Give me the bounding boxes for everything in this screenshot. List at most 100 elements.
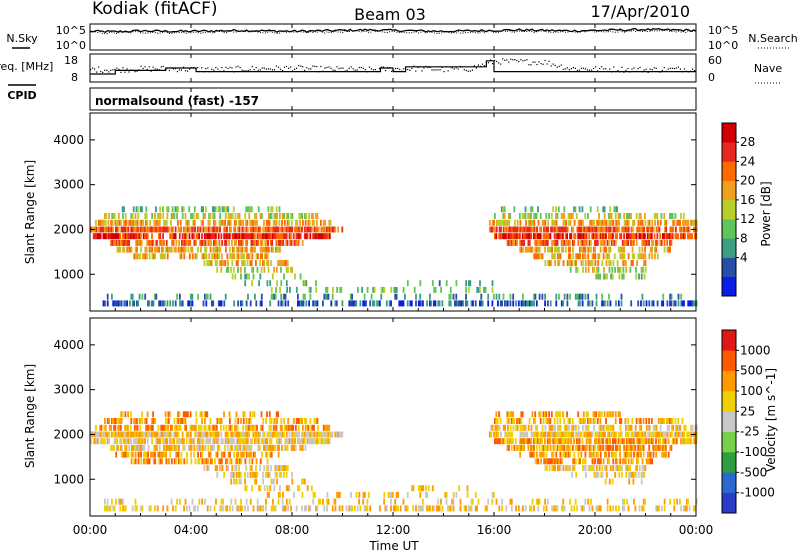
range-cell [272,498,274,505]
range-cell [244,478,246,485]
range-cell [596,266,598,273]
nave-point [227,67,229,70]
range-cell [523,226,526,233]
range-cell [111,293,113,300]
range-cell [141,418,144,424]
range-cell [520,418,523,424]
range-cell [149,239,151,246]
nave-point [118,68,120,71]
range-cell [117,431,120,438]
nave-point [550,65,552,67]
range-cell [573,260,576,267]
range-cell [277,226,280,233]
nave-point [524,59,526,61]
range-cell [208,253,211,260]
range-cell [230,471,232,478]
range-cell [645,458,648,465]
range-cell [131,505,134,512]
range-cell [538,233,541,240]
range-cell [296,438,299,445]
range-cell [233,239,236,246]
range-cell [604,226,606,233]
range-cell [244,239,247,246]
range-cell [147,300,149,307]
range-cell [550,260,552,267]
range-cell [209,233,212,240]
range-cell [165,444,168,451]
range-cell [646,233,649,240]
range-cell [497,219,500,226]
range-cell [212,246,215,253]
range-cell [214,465,217,472]
range-cell [498,219,501,226]
range-cell [538,411,541,418]
range-cell [106,498,109,505]
range-cell [575,471,578,478]
range-cell [206,226,209,233]
range-cell [129,246,131,253]
range-cell [633,253,636,260]
nave-point [483,65,486,67]
range-cell [677,418,680,424]
range-cell [249,471,252,478]
nave-point [114,68,116,70]
range-cell [577,253,580,260]
range-cell [293,444,296,451]
range-cell [138,451,141,458]
range-cell [588,505,591,512]
range-cell [590,498,592,505]
range-cell [233,226,235,233]
range-cell [659,444,662,451]
range-cell [173,418,176,424]
range-cell [222,505,224,512]
range-cell [497,424,500,431]
range-cell [259,485,262,492]
nave-point [304,69,306,71]
range-cell [623,233,625,240]
range-cell [548,411,550,418]
range-cell [372,286,375,293]
range-cell [562,444,564,451]
range-cell [103,219,106,226]
range-cell [582,219,584,226]
range-cell [562,411,564,418]
noise-series-0 [89,27,697,34]
nave-point [386,67,389,69]
range-cell [117,239,119,246]
time-axis: 00:00 04:00 08:00 12:00 16:00 20:00 00:00 [73,24,713,537]
range-cell [281,239,283,246]
range-cell [526,431,529,438]
range-cell [171,438,174,445]
nave-point [631,68,633,70]
range-cell [248,206,250,213]
range-cell [507,424,509,431]
range-cell [530,451,533,458]
range-cell [248,418,251,424]
range-cell [237,213,240,219]
range-cell [559,465,562,472]
range-cell [136,239,139,246]
range-cell [213,424,215,431]
nave-point [374,69,376,71]
range-cell [327,438,330,445]
nave-point [241,69,243,71]
range-cell [695,226,698,233]
range-cell [294,226,296,233]
range-cell [150,451,152,458]
range-cell [534,226,537,233]
range-cell [215,239,218,246]
range-cell [549,418,552,424]
range-cell [123,438,126,445]
range-cell [458,485,461,492]
range-cell [273,213,276,219]
range-cell [316,438,319,445]
range-cell [683,431,686,438]
range-cell [383,498,385,505]
range-cell [630,239,632,246]
range-cell [357,286,359,293]
range-cell [123,451,126,458]
range-cell [290,213,292,219]
range-cell [539,418,542,424]
